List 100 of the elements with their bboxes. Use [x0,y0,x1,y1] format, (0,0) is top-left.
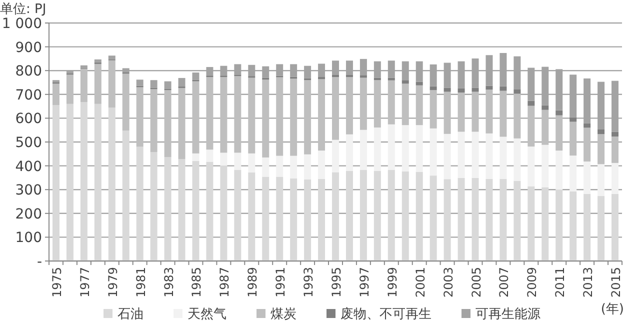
x-tick-label: 1991 [274,267,288,298]
bar [612,136,619,163]
bar [360,130,367,170]
bar [486,86,493,90]
bar [248,172,256,261]
bar [598,196,605,261]
legend-label: 废物、不可再生 [340,307,432,322]
bar [444,179,451,261]
legend-label: 可再生能源 [476,307,540,322]
bar [570,192,577,261]
bar [486,178,493,261]
y-tick-label: 800 [15,64,42,80]
x-tick-label: 1999 [385,267,400,298]
y-tick-label: 200 [15,206,42,222]
bar [318,150,326,179]
bar [528,106,535,147]
bar [458,178,465,261]
bar [500,86,507,91]
bar [570,117,577,122]
bar [80,68,88,102]
bar [542,110,549,145]
bar [360,170,367,261]
bar [514,138,521,181]
bar [234,152,242,170]
y-tick-label: - [36,254,42,270]
bar [108,107,116,261]
x-tick-label: 1977 [78,267,92,298]
bar [570,122,577,156]
bar [108,56,116,60]
bar [304,179,312,261]
bar [276,156,284,177]
x-tick-label: 1987 [218,267,232,298]
y-tick-label: 600 [15,111,42,128]
bar [542,187,549,261]
bar [388,170,395,261]
bar [472,92,479,132]
bar [52,105,60,261]
bar [514,180,521,261]
x-tick-label: 2005 [469,267,484,298]
bar [276,77,284,156]
bar [500,178,507,261]
bar [612,132,619,137]
bar [430,86,437,90]
bar [528,100,535,106]
bar [150,89,158,152]
bar [430,90,437,128]
bar [234,170,242,261]
bar [346,77,353,134]
x-tick-label: 2003 [441,267,456,298]
bar [122,74,130,131]
bar [220,77,228,153]
x-tick-label: 1981 [134,267,148,298]
bar [136,80,144,86]
bar [234,76,242,153]
bar [514,89,521,94]
bar [486,133,493,179]
bar [150,80,158,88]
legend-label: 石油 [118,307,144,322]
x-tick-label: 1979 [106,267,120,298]
bar [388,80,395,124]
bar [94,104,102,261]
bar [360,75,367,78]
bar [458,92,465,132]
x-tick-label: 2015 [609,267,624,298]
bar [164,156,172,261]
x-tick-label: 2001 [413,267,428,298]
legend-label: 煤炭 [270,307,296,322]
bar [584,128,591,162]
x-axis-title: (年) [600,302,624,317]
legend-label: 天然气 [188,307,226,322]
bar [402,84,409,126]
bar [374,78,381,80]
x-tick-label: 2007 [497,267,512,298]
bar [164,81,172,89]
bar [136,87,144,147]
bar [402,172,409,261]
bar [164,90,172,157]
bar [220,166,228,261]
bar [248,78,256,154]
bar [66,104,74,261]
bar [598,129,605,134]
bar [136,146,144,261]
x-tick-label: 1995 [330,267,344,298]
bar [206,150,214,162]
bar [444,88,451,92]
bar [542,105,549,110]
x-tick-label: 2011 [553,267,568,298]
bar [612,162,619,194]
bar [388,124,395,170]
bar [192,153,200,162]
bar [206,77,214,150]
bar [458,88,465,92]
bar [318,79,326,151]
bar [458,132,465,178]
bar [332,77,339,140]
bar [80,102,88,261]
bar [472,88,479,92]
bar [402,80,409,84]
x-tick-label: 1993 [302,267,316,298]
y-tick-label: 500 [15,135,42,151]
